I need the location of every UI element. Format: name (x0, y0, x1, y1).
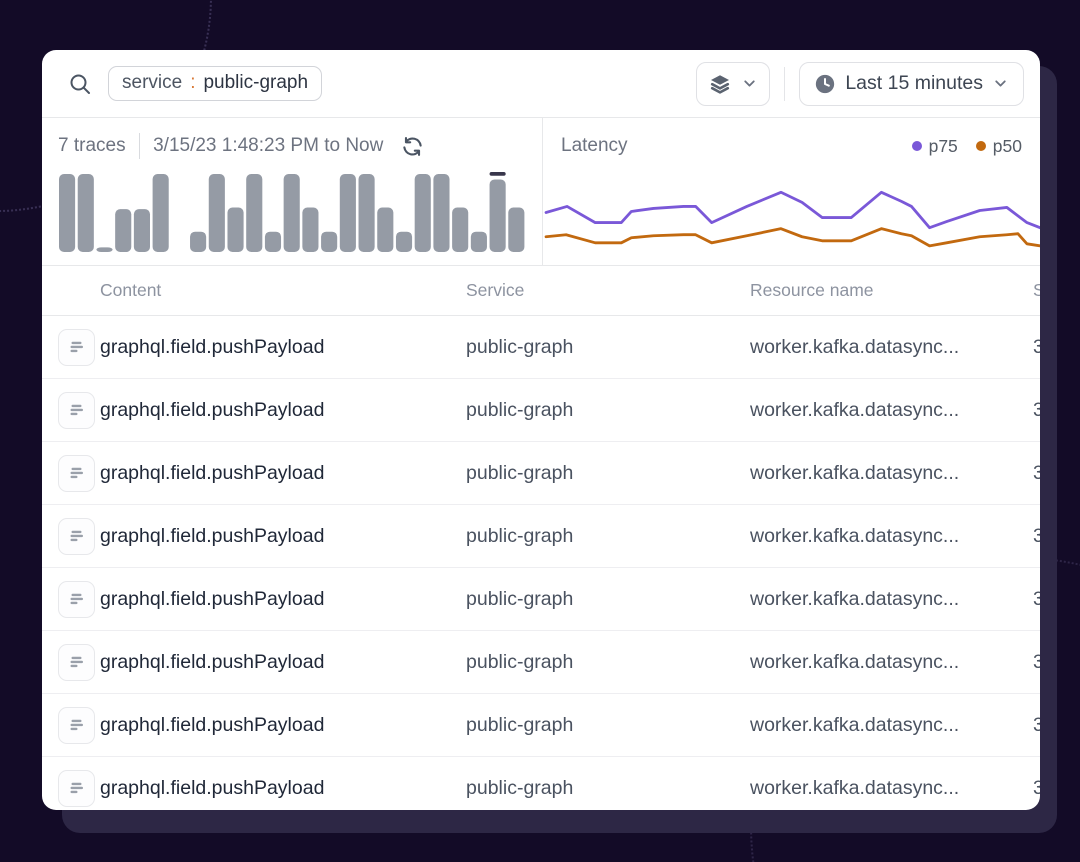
cell-start: 3 (1033, 335, 1040, 358)
cell-start: 3 (1033, 398, 1040, 421)
text-lines-icon (70, 341, 83, 353)
trace-count: 7 traces (58, 135, 126, 156)
text-lines-icon (70, 656, 83, 668)
trace-summary: 7 traces 3/15/23 1:48:23 PM to Now (58, 127, 526, 165)
filter-value: public-graph (203, 72, 309, 93)
trace-row-expand-button[interactable] (58, 517, 95, 555)
legend-item-p50: p50 (975, 135, 1022, 157)
cell-content: graphql.field.pushPayload (100, 650, 325, 673)
cell-start: 3 (1033, 776, 1040, 799)
latency-line-chart[interactable] (543, 165, 1040, 261)
p75-dot (911, 141, 922, 151)
chevron-down-icon (995, 80, 1006, 87)
cell-resource: worker.kafka.datasync... (750, 461, 960, 484)
cell-content: graphql.field.pushPayload (100, 398, 325, 421)
table-row[interactable]: graphql.field.pushPayload public-graph w… (42, 694, 1040, 757)
cell-start: 3 (1033, 650, 1040, 673)
p75-label: p75 (928, 135, 958, 156)
refresh-icon[interactable] (401, 135, 424, 158)
trace-table-body: graphql.field.pushPayload public-graph w… (42, 316, 1040, 810)
trace-histogram-chart[interactable] (58, 172, 526, 252)
cell-resource: worker.kafka.datasync... (750, 776, 960, 799)
trace-row-expand-button[interactable] (58, 328, 95, 366)
cell-content: graphql.field.pushPayload (100, 335, 325, 358)
cell-resource: worker.kafka.datasync... (750, 587, 960, 610)
cell-service: public-graph (466, 461, 574, 484)
trace-row-expand-button[interactable] (58, 706, 95, 744)
filter-key: service (122, 72, 183, 93)
text-lines-icon (70, 467, 83, 479)
toolbar-right-group: Last 15 minutes (695, 61, 1024, 106)
text-lines-icon (70, 593, 83, 605)
trace-row-expand-button[interactable] (58, 391, 95, 429)
latency-legend: p75 p50 (911, 135, 1022, 157)
trace-histogram-panel: 7 traces 3/15/23 1:48:23 PM to Now (42, 118, 542, 265)
search-filter-token[interactable]: service : public-graph (108, 66, 323, 101)
table-row[interactable]: graphql.field.pushPayload public-graph w… (42, 631, 1040, 694)
table-row[interactable]: graphql.field.pushPayload public-graph w… (42, 379, 1040, 442)
cell-service: public-graph (466, 650, 574, 673)
table-header: Content Service Resource name S (42, 266, 1040, 316)
text-lines-icon (70, 782, 83, 794)
cell-resource: worker.kafka.datasync... (750, 713, 960, 736)
table-row[interactable]: graphql.field.pushPayload public-graph w… (42, 442, 1040, 505)
layers-icon (710, 74, 729, 94)
table-row[interactable]: graphql.field.pushPayload public-graph w… (42, 316, 1040, 379)
latency-title: Latency (561, 135, 628, 156)
cell-resource: worker.kafka.datasync... (750, 398, 960, 421)
text-lines-icon (70, 530, 83, 542)
time-window: 3/15/23 1:48:23 PM to Now (153, 135, 384, 156)
toolbar-divider (783, 66, 786, 101)
trace-explorer-window: service : public-graph (42, 50, 1040, 810)
cell-resource: worker.kafka.datasync... (750, 524, 960, 547)
legend-item-p75: p75 (911, 135, 958, 157)
cell-content: graphql.field.pushPayload (100, 461, 325, 484)
p50-label: p50 (992, 135, 1022, 156)
table-row[interactable]: graphql.field.pushPayload public-graph w… (42, 757, 1040, 810)
search-toolbar: service : public-graph (42, 50, 1040, 118)
cell-content: graphql.field.pushPayload (100, 776, 325, 799)
cell-start: 3 (1033, 461, 1040, 484)
cell-service: public-graph (466, 398, 574, 421)
trace-row-expand-button[interactable] (58, 769, 95, 807)
column-header-service: Service (466, 280, 525, 300)
text-lines-icon (70, 719, 83, 731)
chevron-down-icon (744, 80, 755, 87)
cell-service: public-graph (466, 587, 574, 610)
time-range-label: Last 15 minutes (845, 72, 983, 94)
text-lines-icon (70, 404, 83, 416)
latency-panel: Latency p75 p50 (542, 118, 1040, 265)
p50-dot (975, 141, 986, 151)
cell-content: graphql.field.pushPayload (100, 524, 325, 547)
cell-start: 3 (1033, 587, 1040, 610)
trace-row-expand-button[interactable] (58, 454, 95, 492)
trace-row-expand-button[interactable] (58, 643, 95, 681)
time-range-button[interactable]: Last 15 minutes (799, 61, 1024, 106)
layers-dropdown-button[interactable] (695, 61, 770, 106)
clock-icon (816, 74, 835, 93)
table-row[interactable]: graphql.field.pushPayload public-graph w… (42, 505, 1040, 568)
column-header-resource: Resource name (750, 280, 874, 300)
cell-content: graphql.field.pushPayload (100, 713, 325, 736)
summary-divider (138, 133, 141, 159)
charts-strip: 7 traces 3/15/23 1:48:23 PM to Now (42, 118, 1040, 266)
column-header-start: S (1033, 280, 1040, 300)
search-icon[interactable] (68, 72, 92, 96)
latency-header: Latency p75 p50 (543, 127, 1040, 165)
cell-start: 3 (1033, 524, 1040, 547)
table-row[interactable]: graphql.field.pushPayload public-graph w… (42, 568, 1040, 631)
cell-service: public-graph (466, 524, 574, 547)
cell-service: public-graph (466, 776, 574, 799)
column-header-content: Content (100, 280, 162, 300)
filter-separator: : (190, 72, 196, 93)
cell-resource: worker.kafka.datasync... (750, 335, 960, 358)
cell-content: graphql.field.pushPayload (100, 587, 325, 610)
cell-service: public-graph (466, 335, 574, 358)
cell-start: 3 (1033, 713, 1040, 736)
cell-resource: worker.kafka.datasync... (750, 650, 960, 673)
cell-service: public-graph (466, 713, 574, 736)
trace-row-expand-button[interactable] (58, 580, 95, 618)
